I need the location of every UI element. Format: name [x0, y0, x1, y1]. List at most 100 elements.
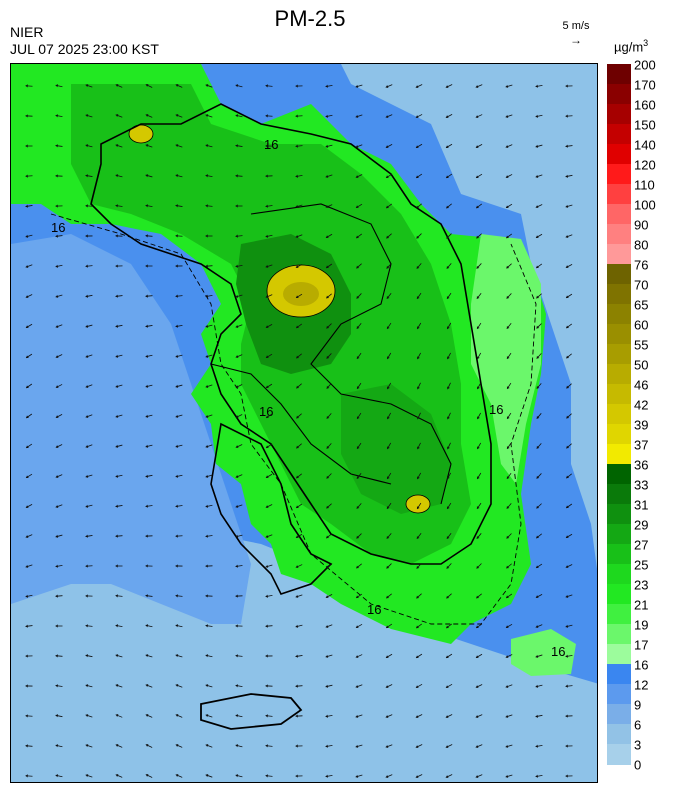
wind-arrow-icon [355, 84, 363, 88]
wind-arrow-icon [55, 174, 63, 178]
wind-arrow-icon [235, 414, 243, 419]
wind-arrow-icon [565, 744, 573, 748]
wind-arrow-icon [235, 684, 243, 688]
wind-arrow-icon [175, 234, 183, 238]
wind-arrow-icon [535, 144, 543, 148]
wind-arrow-icon [85, 384, 93, 388]
wind-arrow-icon [175, 534, 183, 538]
color-scale-label: 37 [634, 437, 649, 453]
wind-arrow-icon [115, 444, 123, 448]
wind-arrow-icon [295, 144, 303, 148]
color-scale-label: 19 [634, 617, 649, 633]
wind-arrow-icon [505, 654, 513, 658]
wind-arrow-icon [565, 234, 573, 238]
wind-arrow-icon [85, 534, 93, 538]
wind-arrow-icon [325, 533, 333, 539]
wind-arrow-icon [175, 84, 183, 88]
wind-arrow-icon [235, 594, 243, 598]
wind-arrow-icon [265, 174, 273, 178]
wind-arrow-icon [385, 714, 393, 718]
hotspot-icon [128, 124, 154, 144]
wind-arrow-icon [566, 353, 572, 359]
wind-arrow-icon [505, 233, 513, 239]
wind-arrow-icon [505, 623, 513, 629]
wind-arrow-icon [175, 174, 183, 178]
wind-arrow-icon [145, 504, 153, 508]
color-scale-swatch [607, 664, 631, 685]
wind-arrow-icon [55, 684, 63, 688]
wind-arrow-icon [235, 174, 243, 178]
wind-arrow-icon [115, 324, 123, 328]
wind-arrow-icon [175, 564, 183, 568]
wind-arrow-icon [205, 294, 213, 298]
unit-label: µg/m3 [614, 38, 648, 54]
wind-arrow-icon [85, 84, 93, 88]
wind-arrow-icon [265, 383, 273, 389]
wind-arrow-icon [55, 384, 63, 389]
wind-arrow-icon [145, 684, 153, 688]
wind-arrow-icon [505, 684, 513, 688]
wind-arrow-icon [386, 263, 392, 269]
wind-arrow-icon [25, 443, 33, 449]
wind-arrow-icon [476, 563, 482, 569]
wind-arrow-icon [415, 744, 423, 748]
wind-arrow-icon [535, 114, 543, 118]
wind-arrow-icon [446, 593, 452, 599]
wind-arrow-icon [25, 504, 33, 509]
wind-arrow-icon [265, 504, 273, 509]
color-scale-swatch [607, 424, 631, 445]
wind-arrow-icon [265, 744, 273, 748]
wind-arrow-icon [475, 744, 483, 748]
wind-arrow-icon [445, 774, 453, 779]
wind-arrow-icon [386, 472, 392, 480]
color-scale-swatch [607, 64, 631, 85]
wind-arrow-icon [235, 714, 243, 718]
wind-arrow-icon [235, 774, 243, 778]
color-scale-label: 160 [634, 97, 656, 113]
wind-arrow-icon [25, 534, 33, 538]
wind-arrow-icon [145, 264, 153, 268]
wind-arrow-icon [265, 443, 273, 449]
wind-arrow-icon [325, 114, 333, 118]
wind-arrows [25, 84, 573, 779]
wind-arrow-icon [205, 444, 213, 448]
wind-arrow-icon [115, 114, 123, 118]
wind-arrow-icon [476, 533, 482, 539]
wind-arrow-icon [385, 203, 393, 209]
wind-arrow-icon [356, 293, 362, 299]
wind-arrow-icon [175, 264, 183, 268]
wind-arrow-icon [25, 234, 33, 238]
color-scale-label: 39 [634, 417, 649, 433]
wind-arrow-icon [25, 473, 33, 479]
color-scale-swatch [607, 504, 631, 525]
wind-arrow-icon [115, 744, 123, 748]
color-scale-label: 200 [634, 57, 656, 73]
wind-arrow-icon [115, 384, 123, 388]
wind-arrow-icon [175, 774, 183, 778]
color-scale-label: 9 [634, 697, 642, 713]
wind-arrow-icon [446, 292, 452, 300]
wind-arrow-icon [475, 714, 483, 718]
wind-arrow-icon [535, 84, 543, 88]
color-scale-label: 140 [634, 137, 656, 153]
wind-arrow-icon [446, 233, 452, 239]
land-core-south [341, 384, 451, 514]
wind-arrow-icon [145, 294, 153, 298]
wind-arrow-icon [55, 324, 63, 328]
wind-arrow-icon [85, 564, 93, 568]
wind-arrow-icon [505, 714, 513, 718]
wind-arrow-icon [566, 443, 572, 449]
wind-arrow-icon [476, 263, 482, 269]
timestamp-label: JUL 07 2025 23:00 KST [10, 41, 159, 57]
wind-arrow-icon [265, 714, 273, 718]
wind-arrow-icon [145, 234, 153, 238]
color-scale-swatch [607, 84, 631, 105]
wind-arrow-icon [25, 323, 33, 329]
wind-arrow-icon [566, 473, 572, 479]
wind-arrow-icon [415, 683, 423, 689]
wind-arrow-icon [175, 114, 183, 118]
wind-arrow-icon [85, 684, 93, 688]
wind-arrow-icon [25, 684, 33, 688]
unit-base: µg/m [614, 39, 644, 55]
color-scale-swatch [607, 544, 631, 565]
